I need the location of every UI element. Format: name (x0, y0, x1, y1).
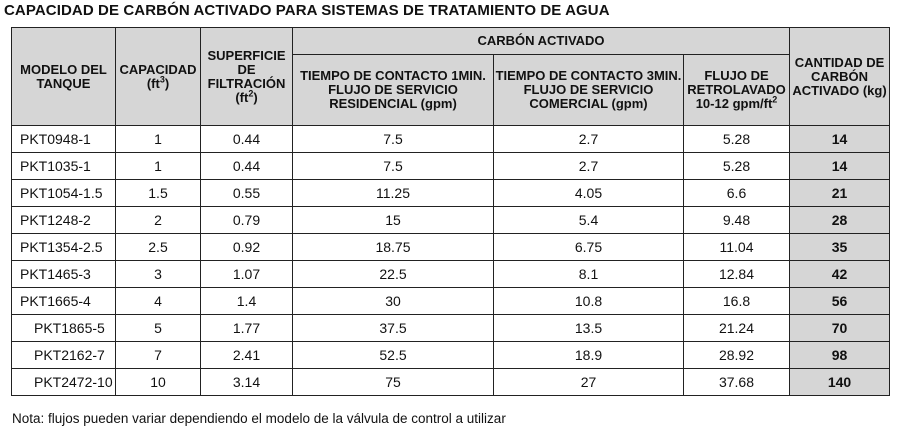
cell-retrolavado: 5.28 (683, 125, 790, 153)
cell-model: PKT2472-10 (11, 368, 116, 396)
cell-model: PKT1054-1.5 (11, 179, 116, 207)
header-carbon-activado: CARBÓN ACTIVADO (292, 27, 790, 55)
table-row: PKT1035-1 1 0.44 7.5 2.7 5.28 14 (11, 152, 890, 180)
cell-model: PKT2162-7 (11, 341, 116, 369)
cell-flujo-comercial: 2.7 (493, 125, 684, 153)
cell-flujo-comercial: 6.75 (493, 233, 684, 261)
cell-model: PKT1465-3 (11, 260, 116, 288)
cell-cantidad-kg: 21 (789, 179, 890, 207)
cell-flujo-comercial: 18.9 (493, 341, 684, 369)
cell-retrolavado: 11.04 (683, 233, 790, 261)
cell-superficie: 1.77 (200, 314, 293, 342)
cell-cantidad-kg: 42 (789, 260, 890, 288)
header-capacidad: CAPACIDAD (ft3) (115, 27, 201, 126)
cell-flujo-residencial: 30 (292, 287, 494, 315)
cell-flujo-residencial: 22.5 (292, 260, 494, 288)
cell-superficie: 3.14 (200, 368, 293, 396)
cell-superficie: 0.44 (200, 125, 293, 153)
cell-capacidad: 2 (115, 206, 201, 234)
cell-capacidad: 2.5 (115, 233, 201, 261)
cell-flujo-residencial: 52.5 (292, 341, 494, 369)
cell-cantidad-kg: 35 (789, 233, 890, 261)
header-superficie: SUPERFICIE DE FILTRACIÓN (ft2) (200, 27, 293, 126)
table-row: PKT1665-4 4 1.4 30 10.8 16.8 56 (11, 287, 890, 315)
cell-capacidad: 5 (115, 314, 201, 342)
header-cantidad: CANTIDAD DE CARBÓN ACTIVADO (kg) (789, 27, 890, 126)
header-tiempo-3min: TIEMPO DE CONTACTO 3MIN. FLUJO DE SERVIC… (493, 54, 684, 126)
cell-flujo-residencial: 37.5 (292, 314, 494, 342)
cell-cantidad-kg: 98 (789, 341, 890, 369)
cell-superficie: 0.44 (200, 152, 293, 180)
cell-flujo-residencial: 18.75 (292, 233, 494, 261)
cell-capacidad: 3 (115, 260, 201, 288)
cell-retrolavado: 16.8 (683, 287, 790, 315)
cell-model: PKT1035-1 (11, 152, 116, 180)
table-body: PKT0948-1 1 0.44 7.5 2.7 5.28 14 PKT1035… (11, 125, 890, 396)
cell-model: PKT0948-1 (11, 125, 116, 153)
cell-flujo-comercial: 27 (493, 368, 684, 396)
cell-capacidad: 1 (115, 152, 201, 180)
cell-retrolavado: 5.28 (683, 152, 790, 180)
cell-capacidad: 4 (115, 287, 201, 315)
cell-superficie: 2.41 (200, 341, 293, 369)
cell-flujo-comercial: 8.1 (493, 260, 684, 288)
cell-retrolavado: 37.68 (683, 368, 790, 396)
table-row: PKT1354-2.5 2.5 0.92 18.75 6.75 11.04 35 (11, 233, 890, 261)
table-row: PKT1248-2 2 0.79 15 5.4 9.48 28 (11, 206, 890, 234)
header-retrolavado: FLUJO DE RETROLAVADO 10-12 gpm/ft2 (683, 54, 790, 126)
cell-model: PKT1354-2.5 (11, 233, 116, 261)
carbon-capacity-table: MODELO DEL TANQUE CAPACIDAD (ft3) SUPERF… (11, 27, 890, 396)
cell-cantidad-kg: 28 (789, 206, 890, 234)
table-row: PKT1865-5 5 1.77 37.5 13.5 21.24 70 (11, 314, 890, 342)
cell-flujo-comercial: 13.5 (493, 314, 684, 342)
table-row: PKT1465-3 3 1.07 22.5 8.1 12.84 42 (11, 260, 890, 288)
header-modelo: MODELO DEL TANQUE (11, 27, 116, 126)
cell-retrolavado: 9.48 (683, 206, 790, 234)
cell-capacidad: 7 (115, 341, 201, 369)
cell-capacidad: 10 (115, 368, 201, 396)
cell-superficie: 1.4 (200, 287, 293, 315)
cell-flujo-comercial: 5.4 (493, 206, 684, 234)
cell-retrolavado: 12.84 (683, 260, 790, 288)
cell-capacidad: 1 (115, 125, 201, 153)
cell-cantidad-kg: 14 (789, 152, 890, 180)
cell-cantidad-kg: 140 (789, 368, 890, 396)
table-row: PKT1054-1.5 1.5 0.55 11.25 4.05 6.6 21 (11, 179, 890, 207)
cell-flujo-residencial: 15 (292, 206, 494, 234)
table-row: PKT2472-10 10 3.14 75 27 37.68 140 (11, 368, 890, 396)
cell-flujo-residencial: 7.5 (292, 152, 494, 180)
cell-retrolavado: 28.92 (683, 341, 790, 369)
cell-superficie: 0.79 (200, 206, 293, 234)
cell-retrolavado: 6.6 (683, 179, 790, 207)
cell-flujo-residencial: 75 (292, 368, 494, 396)
cell-model: PKT1865-5 (11, 314, 116, 342)
cell-model: PKT1665-4 (11, 287, 116, 315)
cell-cantidad-kg: 56 (789, 287, 890, 315)
cell-flujo-comercial: 4.05 (493, 179, 684, 207)
cell-flujo-residencial: 11.25 (292, 179, 494, 207)
cell-cantidad-kg: 70 (789, 314, 890, 342)
cell-superficie: 1.07 (200, 260, 293, 288)
cell-retrolavado: 21.24 (683, 314, 790, 342)
cell-flujo-comercial: 10.8 (493, 287, 684, 315)
cell-cantidad-kg: 14 (789, 125, 890, 153)
table-row: PKT0948-1 1 0.44 7.5 2.7 5.28 14 (11, 125, 890, 153)
footnote: Nota: flujos pueden variar dependiendo e… (12, 411, 506, 426)
cell-flujo-residencial: 7.5 (292, 125, 494, 153)
cell-flujo-comercial: 2.7 (493, 152, 684, 180)
page-title: CAPACIDAD DE CARBÓN ACTIVADO PARA SISTEM… (4, 2, 610, 19)
cell-superficie: 0.55 (200, 179, 293, 207)
header-tiempo-1min: TIEMPO DE CONTACTO 1MIN. FLUJO DE SERVIC… (292, 54, 494, 126)
cell-superficie: 0.92 (200, 233, 293, 261)
cell-model: PKT1248-2 (11, 206, 116, 234)
cell-capacidad: 1.5 (115, 179, 201, 207)
table-row: PKT2162-7 7 2.41 52.5 18.9 28.92 98 (11, 341, 890, 369)
